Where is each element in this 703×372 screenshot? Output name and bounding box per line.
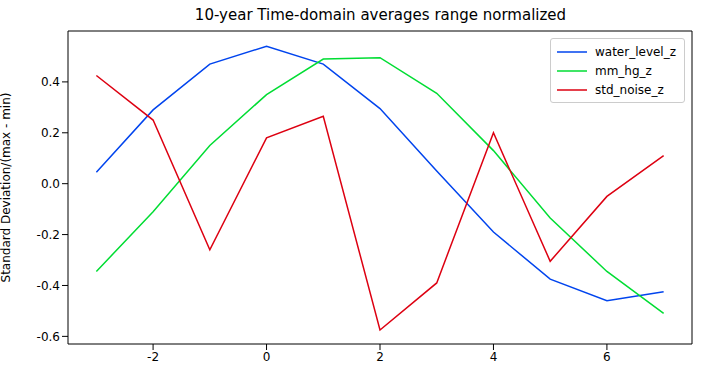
svg-text:-0.4: -0.4 [37,279,60,293]
svg-text:Standard Deviation/(max - min): Standard Deviation/(max - min) [8,93,13,283]
svg-text:-0.2: -0.2 [37,228,60,242]
svg-text:0.2: 0.2 [41,126,60,140]
html-text:mm_hg_z: mm_hg_z [595,63,652,78]
svg-text:-2: -2 [147,350,159,364]
svg-text:4: 4 [490,350,498,364]
svg-text:0.0: 0.0 [41,177,60,191]
html-text:10-year Time-domain averages r: 10-year Time-domain averages range norma… [194,6,567,24]
svg-text:-0.6: -0.6 [37,330,60,344]
html-text:std_noise_z: std_noise_z [595,82,664,97]
svg-text:0: 0 [263,350,271,364]
html-text:water_level_z: water_level_z [595,44,676,59]
svg-text:2: 2 [376,350,384,364]
svg-text:6: 6 [603,350,611,364]
svg-text:0.4: 0.4 [41,75,60,89]
